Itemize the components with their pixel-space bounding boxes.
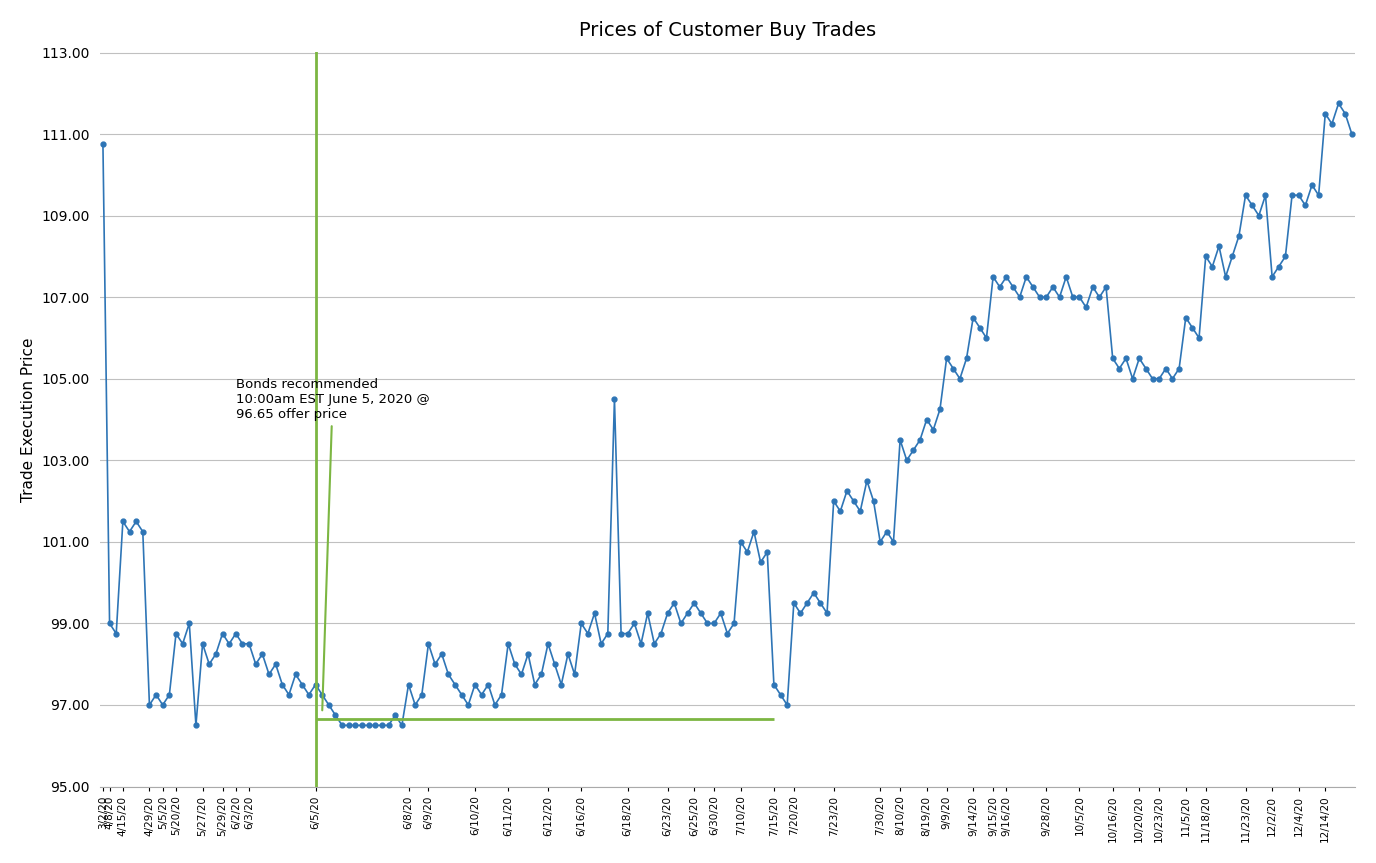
Text: Bonds recommended
10:00am EST June 5, 2020 @
96.65 offer price: Bonds recommended 10:00am EST June 5, 20…: [235, 378, 429, 710]
Y-axis label: Trade Execution Price: Trade Execution Price: [21, 337, 36, 501]
Title: Prices of Customer Buy Trades: Prices of Customer Buy Trades: [579, 21, 877, 40]
